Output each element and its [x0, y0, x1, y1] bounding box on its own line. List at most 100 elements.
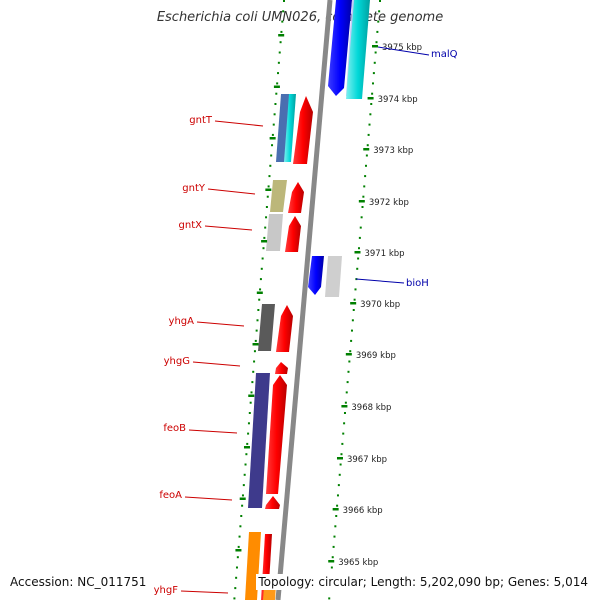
tick-dot [357, 257, 360, 260]
genome-backbone [275, 0, 333, 600]
tick-dot [266, 195, 269, 198]
tick-dot [263, 236, 266, 239]
tick-dot [366, 144, 369, 147]
tick-dot [343, 422, 346, 425]
gene-label-feob: feoB [163, 423, 186, 434]
gene-label-bioh: bioH [406, 278, 429, 289]
tick-dot [344, 401, 347, 404]
tick-dot [254, 339, 257, 342]
kbp-tick-label: 3970 kbp [360, 300, 400, 310]
tick-dot [372, 72, 375, 75]
tick-dot [234, 587, 237, 590]
major-tick [248, 394, 255, 397]
tick-dot [332, 545, 335, 548]
tick-dot [233, 597, 236, 600]
tick-dot [328, 597, 331, 600]
major-tick [261, 240, 268, 243]
tick-dot [373, 61, 376, 64]
gene-leader-line [180, 590, 229, 594]
malq-cds-blue [328, 0, 352, 96]
tick-dot [348, 360, 351, 363]
tick-dot [268, 175, 271, 178]
tick-dot [235, 566, 238, 569]
major-tick [252, 343, 259, 346]
tick-dot [371, 92, 374, 95]
tick-dot [272, 123, 275, 126]
tick-dot [235, 576, 238, 579]
major-tick [235, 549, 242, 552]
yhgg-cds-red [275, 362, 288, 374]
kbp-tick-label: 3969 kbp [356, 351, 396, 361]
tick-dot [242, 484, 245, 487]
major-tick [372, 45, 379, 48]
tick-dot [240, 515, 243, 517]
tick-dot [351, 319, 354, 322]
tick-dot [238, 535, 241, 538]
tick-dot [379, 0, 381, 2]
kbp-tick-label: 3966 kbp [343, 506, 383, 516]
gene-leader-line [188, 429, 238, 434]
tick-dot [259, 278, 262, 281]
tick-dot [250, 391, 253, 394]
kbp-tick-label: 3971 kbp [364, 249, 404, 259]
tick-dot [253, 350, 256, 353]
tick-dot [252, 370, 255, 373]
tick-dot [277, 61, 280, 64]
kbp-tick-label: 3968 kbp [351, 403, 391, 413]
tick-dot [350, 329, 353, 332]
tick-dot [261, 257, 264, 260]
malq-cds-cyan [346, 0, 370, 99]
tick-dot [277, 72, 280, 75]
tick-dot [339, 463, 342, 466]
tick-dot [269, 164, 272, 167]
tick-dot [362, 195, 365, 198]
tick-dot [247, 422, 250, 425]
tick-dot [334, 525, 337, 528]
tick-dot [237, 545, 240, 548]
feob-cds-purple [248, 373, 270, 508]
gene-leader-line [355, 278, 405, 284]
kbp-tick-label: 3973 kbp [373, 146, 413, 156]
tick-dot [256, 319, 259, 322]
major-tick [273, 85, 280, 88]
tick-dot [253, 360, 256, 363]
tick-dot [364, 175, 367, 178]
yhga-cds-darkgrey [258, 304, 275, 351]
major-tick [354, 251, 361, 254]
tick-dot [340, 453, 343, 456]
tick-dot [249, 401, 252, 404]
tick-dot [255, 329, 258, 332]
kbp-tick-label: 3975 kbp [382, 43, 422, 53]
gene-leader-line [196, 321, 245, 327]
tick-dot [333, 535, 336, 538]
major-tick [350, 302, 357, 305]
tick-dot [241, 494, 244, 497]
tick-dot [337, 484, 340, 487]
tick-dot [371, 82, 374, 85]
gene-label-gntt: gntT [189, 115, 213, 126]
yhga-cds-red [276, 305, 293, 352]
kbp-tick-label: 3965 kbp [338, 558, 378, 568]
tick-dot [275, 92, 278, 95]
tick-dot [262, 247, 265, 250]
tick-dot [331, 556, 334, 559]
major-tick [332, 508, 339, 511]
tick-dot [338, 473, 341, 476]
major-tick [328, 560, 335, 563]
tick-dot [378, 10, 381, 13]
tick-dot [259, 288, 262, 291]
gene-label-yhgf: yhgF [154, 585, 179, 596]
tick-track: 3975 kbp 3974 kbp 3973 kbp 3972 kbp 3971 kbp… [233, 0, 422, 600]
tick-dot [280, 30, 283, 33]
gene-leader-line [184, 496, 233, 501]
major-tick [358, 200, 365, 203]
tick-dot [346, 381, 349, 384]
major-tick [256, 291, 263, 294]
gntt-cds-cyan [284, 94, 296, 162]
gene-label-yhga: yhgA [169, 316, 195, 327]
gnty-cds-olive [270, 180, 287, 212]
gene-label-malq: malQ [431, 49, 458, 60]
tick-dot [368, 123, 371, 126]
gntt-cds-red [293, 96, 313, 164]
gene-label-yhgg: yhgG [164, 356, 190, 367]
